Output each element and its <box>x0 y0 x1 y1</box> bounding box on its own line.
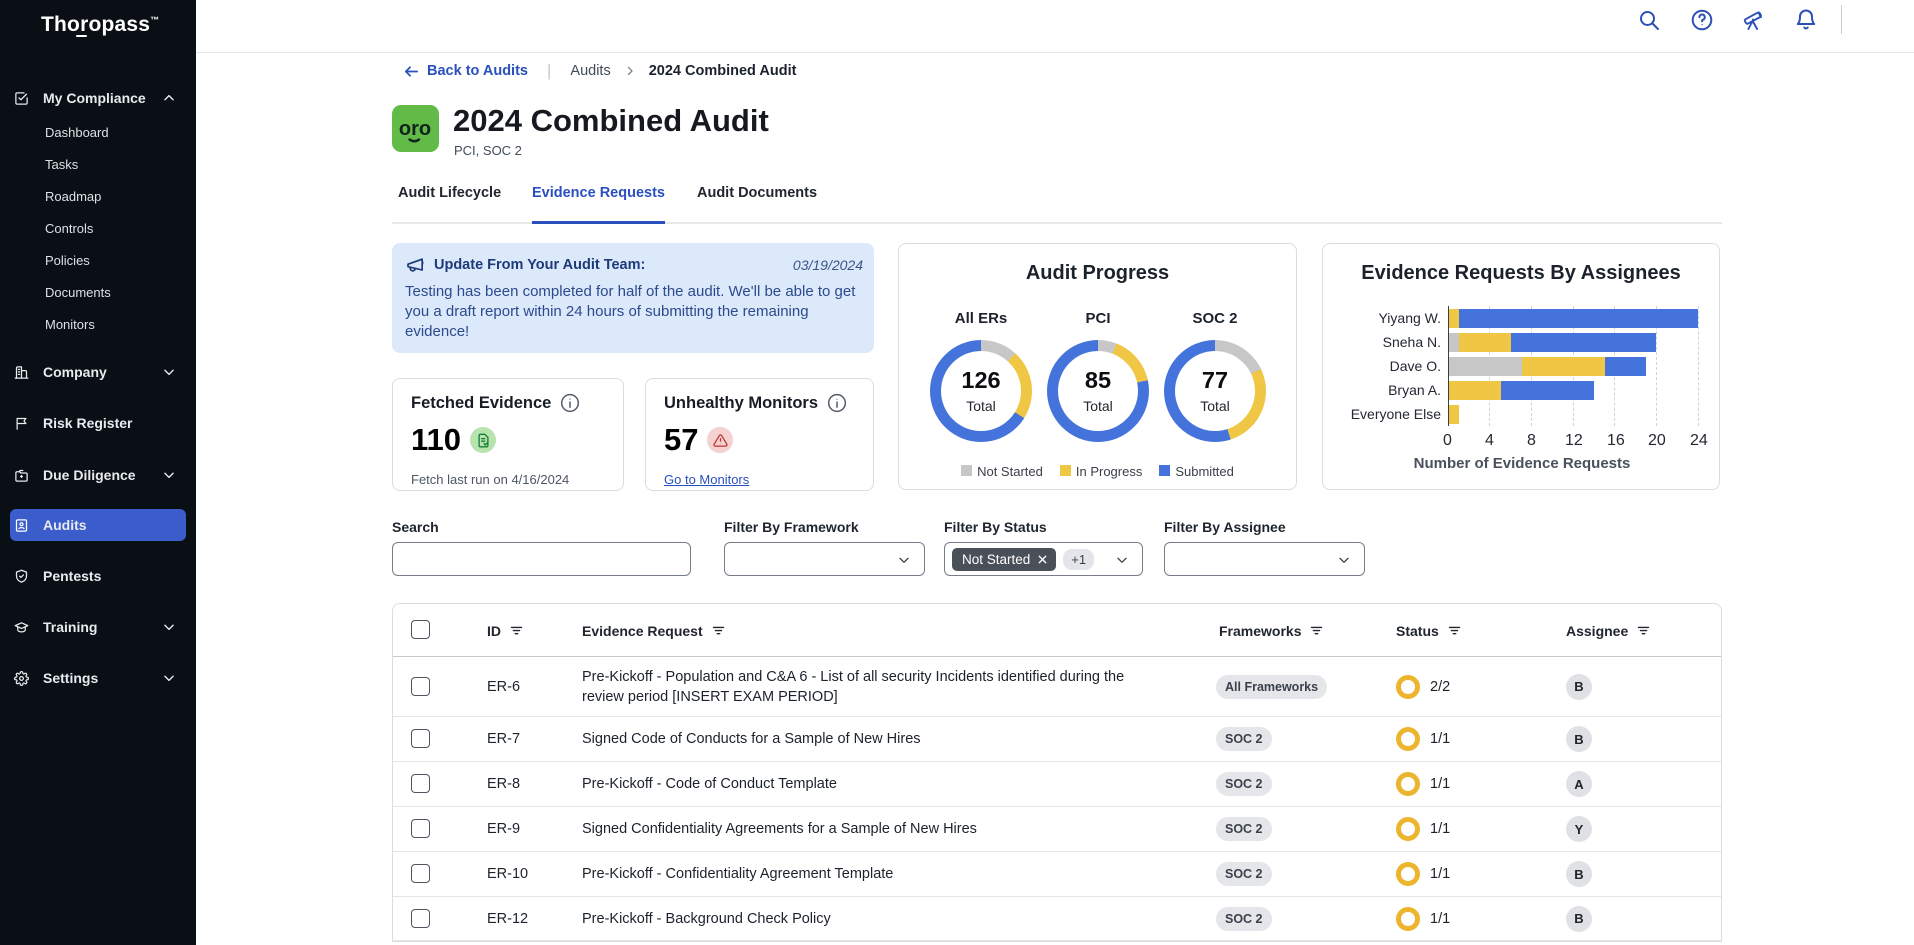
svg-text:oro: oro <box>399 118 431 140</box>
